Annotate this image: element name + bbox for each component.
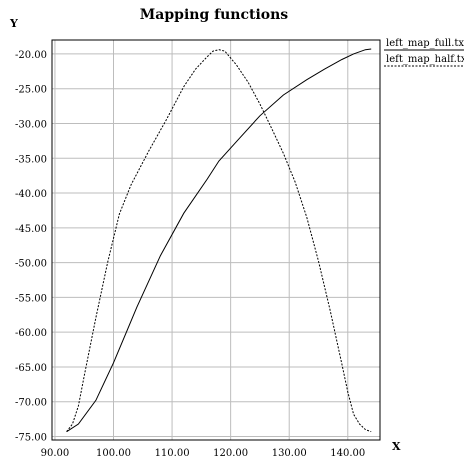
y-tick-label: -35.00 [15,154,47,165]
series-line-2 [66,49,372,433]
series [66,48,372,433]
x-axis-label: X [392,440,401,453]
x-tick-label: 100.00 [96,448,131,459]
y-tick-label: -55.00 [15,293,47,304]
legend: left_map_full.txt left_map_half.txt [384,38,464,67]
x-tick-label: 110.00 [155,448,190,459]
y-tick-label: -50.00 [15,259,47,270]
y-tick-label: -40.00 [15,189,47,200]
chart-title: Mapping functions [140,7,289,23]
ticks: 90.00 100.00 110.00 120.00 130.00 140.00 -20.0… [15,50,365,459]
legend-label-1: left_map_full.txt [386,38,464,49]
y-tick-label: -60.00 [15,328,47,339]
y-tick-label: -25.00 [15,85,47,96]
x-tick-label: 120.00 [213,448,248,459]
plot-frame [51,39,381,441]
x-tick-label: 90.00 [41,448,70,459]
grid [52,40,380,440]
y-tick-label: -30.00 [15,119,47,130]
y-axis-label: Y [9,17,18,30]
series-line-1 [66,48,372,433]
y-tick-label: -70.00 [15,398,47,409]
x-tick-label: 140.00 [330,448,365,459]
y-tick-label: -75.00 [15,433,47,444]
x-tick-label: 130.00 [272,448,307,459]
y-tick-label: -45.00 [15,224,47,235]
y-tick-label: -20.00 [15,50,47,61]
y-tick-label: -65.00 [15,363,47,374]
legend-label-2: left_map_half.txt [386,54,464,65]
